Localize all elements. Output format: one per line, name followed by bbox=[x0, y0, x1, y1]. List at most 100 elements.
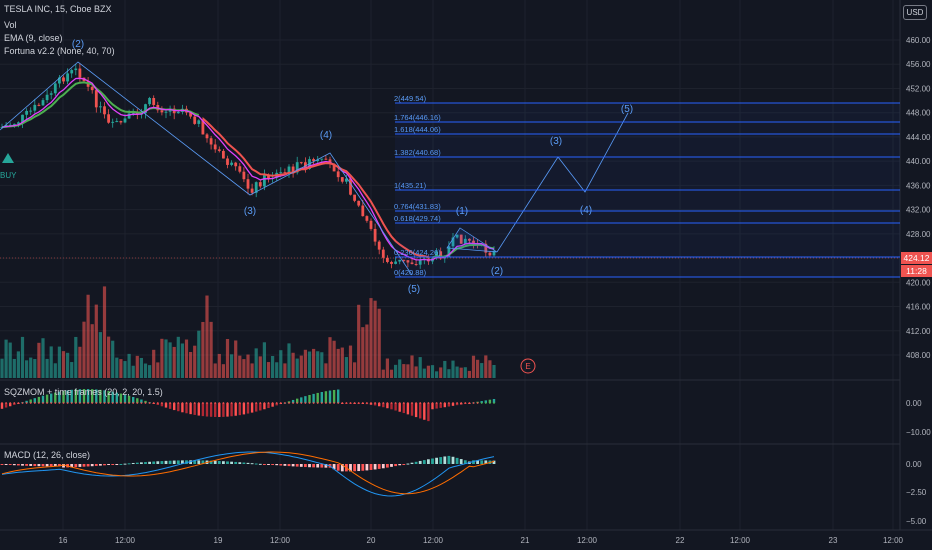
volume-bar bbox=[225, 338, 230, 378]
macd-hist-bar bbox=[58, 464, 61, 467]
volume-bar bbox=[312, 348, 316, 378]
squeeze-dot bbox=[452, 402, 454, 404]
squeeze-bar bbox=[427, 403, 430, 422]
volume-bar bbox=[394, 364, 398, 378]
squeeze-dot bbox=[29, 402, 32, 404]
projected-wave-path bbox=[496, 112, 629, 253]
macd-hist-bar bbox=[353, 464, 356, 472]
fib-level-label: 1(435.21) bbox=[394, 181, 427, 190]
earnings-icon[interactable] bbox=[520, 358, 536, 374]
squeeze-bar bbox=[218, 403, 221, 417]
macd-hist-bar bbox=[156, 461, 160, 464]
squeeze-bar bbox=[74, 389, 77, 403]
macd-hist-bar bbox=[33, 464, 37, 467]
candle-body bbox=[144, 104, 147, 114]
macd-hist-bar bbox=[168, 460, 172, 464]
squeeze-bar bbox=[54, 392, 57, 403]
volume-bar bbox=[86, 294, 90, 378]
volume-bar bbox=[414, 366, 418, 378]
squeeze-bar bbox=[378, 403, 381, 407]
volume-bar bbox=[336, 348, 340, 378]
candle-body bbox=[279, 172, 283, 174]
squeeze-bar bbox=[70, 389, 73, 403]
squeeze-dot bbox=[185, 402, 188, 404]
volume-bar bbox=[422, 368, 426, 378]
macd-hist-bar bbox=[164, 460, 168, 464]
volume-bar bbox=[209, 321, 213, 378]
fibonacci-extension[interactable]: 2(449.54) 1.764(446.16) 1.618(444.06) 1.382… bbox=[394, 94, 900, 278]
candle-body bbox=[111, 121, 115, 123]
volume-bar bbox=[389, 369, 394, 378]
currency-button[interactable]: USD bbox=[903, 5, 927, 20]
squeeze-dot bbox=[54, 402, 57, 404]
volume-bar bbox=[16, 351, 20, 378]
macd-hist-bar bbox=[181, 460, 184, 464]
volume-bar bbox=[41, 338, 45, 378]
squeeze-tick-label: −10.00 bbox=[906, 428, 931, 437]
macd-hist-bar bbox=[144, 462, 147, 464]
volume-bar bbox=[238, 355, 242, 378]
volume-bar bbox=[213, 363, 217, 378]
macd-hist-bar bbox=[480, 460, 484, 464]
macd-pane-title[interactable]: MACD (12, 26, close) bbox=[4, 450, 91, 460]
squeeze-dot bbox=[46, 402, 48, 404]
study-ema[interactable]: EMA (9, close) bbox=[4, 33, 63, 43]
candle-body bbox=[377, 241, 381, 250]
squeeze-dot bbox=[415, 402, 417, 404]
squeeze-bar bbox=[177, 403, 180, 412]
time-tick-label: 12:00 bbox=[270, 536, 291, 545]
candle-body bbox=[365, 216, 369, 221]
volume-bar bbox=[107, 336, 111, 378]
squeeze-dot bbox=[353, 402, 356, 404]
squeeze-dot bbox=[74, 402, 77, 404]
squeeze-bar bbox=[50, 393, 53, 403]
squeeze-dot bbox=[345, 402, 348, 404]
fib-level-label: 1.618(444.06) bbox=[394, 125, 441, 134]
volume-bar bbox=[246, 354, 250, 378]
squeeze-bar bbox=[255, 403, 258, 412]
macd-hist-bar bbox=[107, 464, 110, 465]
squeeze-dot bbox=[439, 402, 442, 404]
macd-hist-bar bbox=[8, 464, 12, 465]
squeeze-dot bbox=[304, 402, 307, 404]
candle-body bbox=[484, 243, 488, 253]
candle-body bbox=[390, 261, 393, 264]
macd-hist-bar bbox=[443, 456, 447, 464]
volume-bar bbox=[275, 362, 279, 378]
macd-hist-bar bbox=[291, 464, 295, 467]
macd-hist-bar bbox=[271, 464, 274, 465]
macd-hist-bar bbox=[410, 462, 414, 464]
volume-bar bbox=[295, 358, 299, 378]
time-tick-label: 19 bbox=[214, 536, 223, 545]
macd-hist-bar bbox=[37, 464, 41, 467]
time-axis-labels: 16 12:00 19 12:00 20 12:00 21 12:00 22 12:00 23 12:… bbox=[59, 536, 904, 545]
squeeze-dot bbox=[103, 402, 106, 404]
squeeze-dot bbox=[161, 402, 163, 404]
squeeze-bar bbox=[119, 393, 123, 403]
squeeze-bar bbox=[250, 403, 254, 413]
squeeze-bar bbox=[25, 400, 28, 403]
squeeze-dot bbox=[91, 402, 94, 404]
squeeze-bar bbox=[29, 399, 32, 403]
candle-body bbox=[33, 104, 37, 111]
squeeze-bar bbox=[58, 391, 61, 403]
candle-body bbox=[127, 113, 131, 119]
candle-body bbox=[213, 144, 217, 150]
candle-body bbox=[402, 259, 406, 261]
squeeze-dot bbox=[300, 402, 303, 404]
candle-body bbox=[234, 162, 238, 167]
time-tick-label: 12:00 bbox=[115, 536, 136, 545]
symbol-title[interactable]: TESLA INC, 15, Cboe BZX bbox=[4, 4, 112, 14]
volume-bar bbox=[115, 357, 119, 378]
macd-hist-bar bbox=[324, 464, 328, 468]
candle-body bbox=[410, 262, 414, 265]
study-fortuna[interactable]: Fortuna v2.2 (None, 40, 70) bbox=[4, 46, 115, 56]
study-volume[interactable]: Vol bbox=[4, 20, 17, 30]
macd-hist-bar bbox=[427, 459, 430, 464]
squeeze-pane-title[interactable]: SQZMOM + time frames (20, 2, 20, 1.5) bbox=[4, 387, 163, 397]
macd-hist-bar bbox=[213, 460, 217, 464]
squeeze-bar bbox=[304, 396, 307, 403]
squeeze-dot bbox=[493, 402, 495, 404]
